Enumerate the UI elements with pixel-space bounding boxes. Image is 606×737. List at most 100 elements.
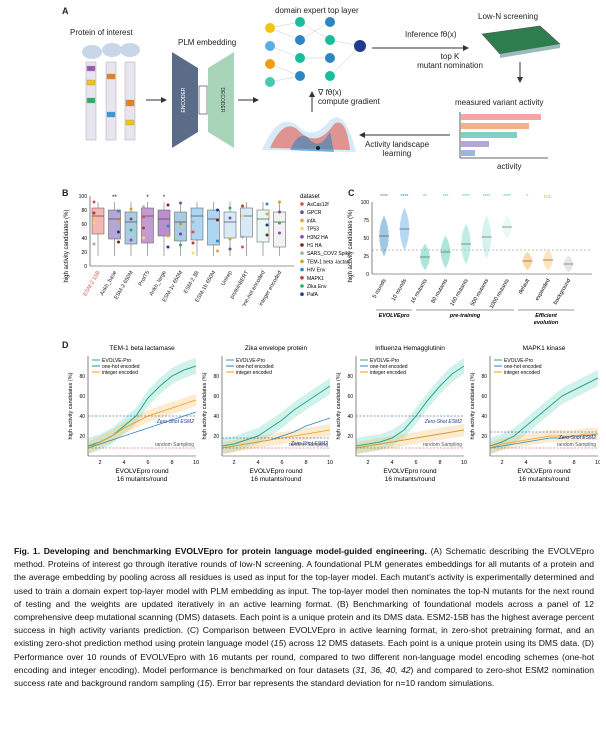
b-point: [278, 200, 281, 204]
d-evo-band: [88, 358, 196, 454]
b-xlabel: ESM-2 3B: [183, 270, 201, 295]
d-legend-label: EVOLVE-Pro: [504, 358, 533, 364]
b-point: [265, 202, 269, 206]
screening-plate-icon: [481, 25, 561, 58]
d-legend-label: EVOLVE-Pro: [236, 358, 265, 364]
b-point: [191, 251, 195, 255]
panel-d-charts: TEM-1 beta lactamase 80 60 40 20 2 4 6 8 10 Zero-S…: [68, 345, 600, 483]
panel-b-ylabel: high activity candidates (%): [64, 209, 70, 282]
d-ytick: 60: [213, 394, 219, 400]
d-subplot: Zika envelope protein 80 60 40 20 2 4 6 8 10 Zero-…: [202, 345, 333, 483]
b-legend-dot: [300, 202, 304, 206]
d-random-label: random Sampling: [557, 442, 596, 448]
d-ytick: 80: [347, 374, 353, 380]
d-legend-label: integer encoded: [102, 370, 138, 376]
b-point: [216, 218, 219, 222]
d-xlabel: EVOLVEpro round: [517, 468, 571, 475]
b-legend-dot: [300, 267, 304, 272]
b-legend-label: SARS_COV2 Spike: [307, 251, 350, 257]
d-ytick: 80: [213, 374, 219, 380]
d-xsub: 16 mutants/round: [519, 476, 570, 483]
b-box: [124, 202, 138, 256]
b-box: *: [157, 195, 171, 256]
d-xtick: 4: [122, 460, 125, 466]
d-xtick: 2: [98, 460, 101, 466]
caption-c2: ) across 12 DMS datasets. Each point is …: [283, 638, 580, 649]
b-box: [273, 200, 286, 256]
c-violin: ****: [399, 194, 410, 251]
b-xlabel: Unirep: [220, 270, 233, 287]
b-box: [207, 202, 220, 256]
decoder-text: DECODER: [219, 87, 225, 112]
d-xtick: 8: [304, 460, 307, 466]
b-legend-label: H3N2 HA: [307, 235, 329, 241]
b-point: [241, 245, 244, 249]
b-point: [216, 239, 219, 243]
b-point: [92, 200, 96, 204]
caption-a: (A) Schematic describing the EVOLVEpro m…: [14, 546, 594, 609]
b-point: [241, 235, 244, 239]
encoder-text: ENCODER: [181, 87, 187, 112]
d-xsub: 16 mutants/round: [251, 476, 302, 483]
protein-structures-icon: [82, 43, 140, 59]
figure-caption: Fig. 1. Developing and benchmarking EVOL…: [14, 545, 594, 690]
c-sig: *: [527, 194, 529, 200]
panel-b-legend: AsCas12f GPCR infA TP53 H3N2 HA H1 HA SARS_COV…: [300, 202, 350, 298]
c-sig: ****: [503, 194, 511, 200]
panel-b-boxes: ** * *: [91, 195, 286, 256]
activity-bar: [461, 132, 517, 138]
panel-b-chart: high activity candidates (%) 100 80 60 40 20…: [64, 194, 350, 306]
b-sig: *: [163, 195, 166, 201]
b-point: [179, 222, 182, 226]
d-ylabel: high activity candidates (%): [202, 372, 208, 439]
b-legend-dot: [300, 226, 304, 231]
b-point: [265, 223, 269, 227]
b-box: [91, 200, 105, 256]
d-ie-band: [490, 428, 598, 454]
c-section-label: Efficient: [535, 313, 558, 319]
c-xlabel: 500 mutants: [470, 278, 490, 307]
b-legend-label: TP53: [307, 227, 319, 233]
b-point: [179, 232, 182, 236]
b-legend-label: HIV Env: [307, 268, 326, 274]
b-point: [241, 214, 244, 218]
d-evo-line: [221, 385, 331, 447]
b-point: [191, 230, 195, 234]
b-box: [174, 201, 187, 256]
d-xtick: 6: [548, 460, 551, 466]
b-point: [228, 237, 232, 241]
d-xlabel: EVOLVEpro round: [383, 468, 437, 475]
b-ytick: 20: [81, 250, 87, 256]
c-sig: ****: [462, 194, 470, 200]
d-legend-label: integer encoded: [504, 370, 540, 376]
panel-b-legend-title: dataset: [300, 194, 320, 200]
b-point: [129, 238, 133, 242]
d-ylabel: high activity candidates (%): [336, 372, 342, 439]
protein-title: Protein of interest: [70, 28, 133, 37]
b-point: [278, 221, 281, 225]
caption-title: Fig. 1. Developing and benchmarking EVOL…: [14, 546, 427, 556]
b-legend-dot: [300, 284, 304, 288]
caption-ref-d1: 31, 36, 40, 42: [355, 664, 411, 675]
d-random-label: random Sampling: [289, 442, 328, 448]
c-xlabel: 16 mutants: [410, 278, 429, 305]
c-section-label: pre-training: [449, 313, 481, 319]
b-box: [240, 202, 253, 256]
d-random-label: random Sampling: [423, 442, 462, 448]
b-ytick: 40: [81, 236, 87, 242]
b-point: [117, 230, 120, 234]
d-zeroshot-label: Zero-Shot ESM2: [156, 419, 194, 425]
b-ytick: 100: [79, 194, 88, 200]
c-sig: n.s.: [544, 194, 552, 200]
b-point: [265, 233, 269, 237]
d-xtick: 2: [232, 460, 235, 466]
b-box: *: [141, 195, 154, 256]
panel-a-schematic: ENCODER DECODER: [82, 17, 561, 159]
inference-label: Inference fθ(x): [405, 30, 457, 39]
d-xtick: 6: [146, 460, 149, 466]
d-xtick: 6: [414, 460, 417, 466]
panel-b-yticks: 100 80 60 40 20 0: [79, 194, 88, 270]
panel-c-xlabels: 5 rounds 10 rounds 16 mutants 80 mutants 160…: [372, 278, 572, 310]
caption-d2: ) and compared to zero-shot ESM2 nominat…: [14, 664, 594, 689]
